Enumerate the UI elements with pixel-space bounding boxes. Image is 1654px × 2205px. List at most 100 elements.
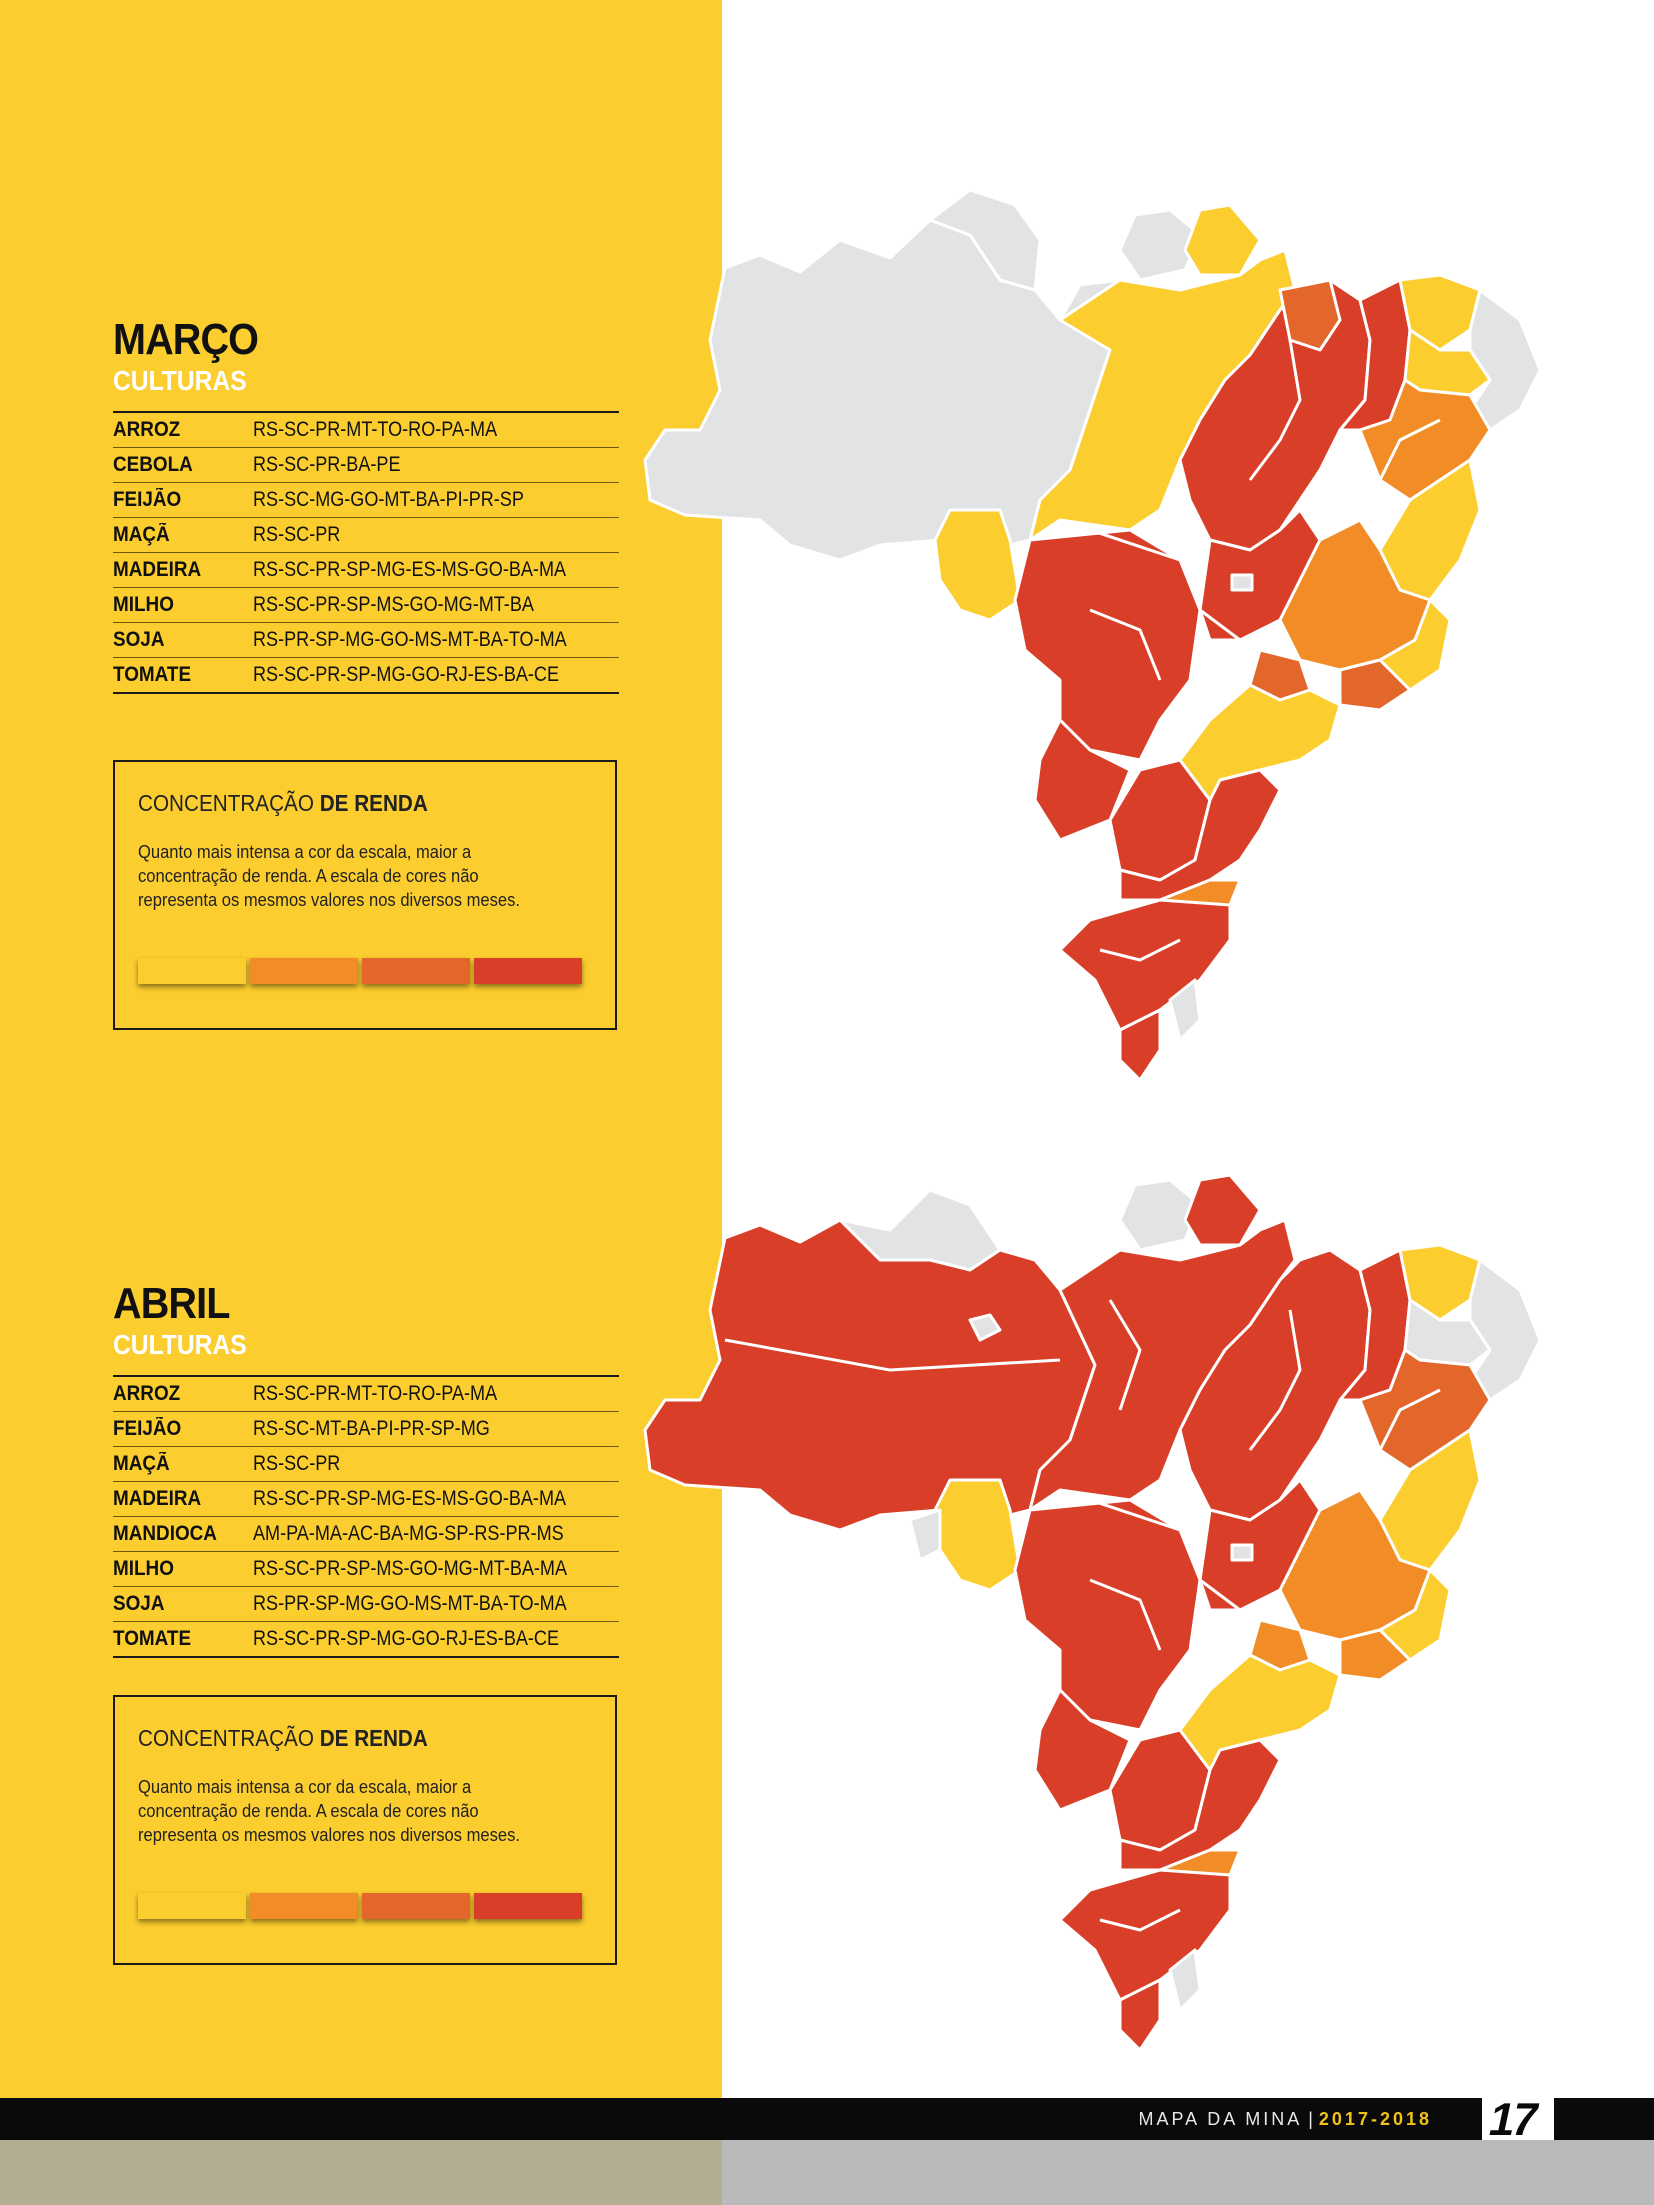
map-region-red <box>643 1218 1097 1532</box>
legend-title-bold: DE RENDA <box>319 1725 428 1751</box>
crop-name: FEIJÃO <box>113 487 182 511</box>
crop-name: TOMATE <box>113 1626 192 1650</box>
crop-name: MILHO <box>113 1556 174 1580</box>
legend-title: CONCENTRAÇÃO DE RENDA <box>138 1725 428 1752</box>
crop-states: RS-SC-PR-SP-MG-GO-RJ-ES-BA-CE <box>253 662 560 686</box>
map-region-red <box>1118 1978 1162 2052</box>
map-region-red <box>1118 1008 1162 1082</box>
publication-name: MAPA DA MINA <box>1138 2109 1303 2129</box>
table-row: MANDIOCA AM-PA-MA-AC-BA-MG-SP-RS-PR-MS <box>113 1517 619 1552</box>
table-row: FEIJÃO RS-SC-MT-BA-PI-PR-SP-MG <box>113 1412 619 1447</box>
month-title-march: MARÇO <box>113 315 259 364</box>
legend-title-light: CONCENTRAÇÃO <box>138 790 320 816</box>
table-row: CEBOLA RS-SC-PR-BA-PE <box>113 448 619 483</box>
crop-states: RS-SC-PR-MT-TO-RO-PA-MA <box>253 417 498 441</box>
crop-name: SOJA <box>113 1591 165 1615</box>
map-region-red <box>1058 1868 1232 2002</box>
crop-states: RS-SC-PR-MT-TO-RO-PA-MA <box>253 1381 498 1405</box>
map-region-red <box>1183 1173 1262 1247</box>
crop-states: RS-SC-PR <box>253 1451 341 1475</box>
bottom-strip-left <box>0 2140 722 2205</box>
map-region-no-data <box>908 1508 942 1562</box>
table-row: FEIJÃO RS-SC-MG-GO-MT-BA-PI-PR-SP <box>113 483 619 518</box>
map-region-orange <box>1278 1488 1432 1642</box>
table-row: ARROZ RS-SC-PR-MT-TO-RO-PA-MA <box>113 1377 619 1412</box>
crop-name: MAÇÃ <box>113 1451 170 1475</box>
crop-states: RS-SC-MT-BA-PI-PR-SP-MG <box>253 1416 490 1440</box>
scale-step-2 <box>250 958 358 984</box>
crop-name: FEIJÃO <box>113 1416 182 1440</box>
map-region-no-data <box>1230 1543 1254 1562</box>
map-region-red <box>1013 528 1202 762</box>
scale-step-3 <box>362 1893 470 1919</box>
scale-step-3 <box>362 958 470 984</box>
map-region-no-data <box>1468 1258 1542 1402</box>
crop-states: RS-SC-PR-SP-MG-GO-RJ-ES-BA-CE <box>253 1626 560 1650</box>
scale-step-1 <box>138 1893 246 1919</box>
crop-states: RS-PR-SP-MG-GO-MS-MT-BA-TO-MA <box>253 1591 567 1615</box>
color-scale <box>138 1893 582 1919</box>
crop-name: MADEIRA <box>113 557 202 581</box>
income-legend-april: CONCENTRAÇÃO DE RENDA Quanto mais intens… <box>113 1695 617 1965</box>
map-region-dark-orange <box>1338 658 1412 712</box>
map-region-red <box>1013 1498 1202 1732</box>
map-region-red <box>1033 1688 1132 1812</box>
table-row: MILHO RS-SC-PR-SP-MS-GO-MG-MT-BA <box>113 588 619 623</box>
income-legend-march: CONCENTRAÇÃO DE RENDA Quanto mais intens… <box>113 760 617 1030</box>
table-row: TOMATE RS-SC-PR-SP-MG-GO-RJ-ES-BA-CE <box>113 658 619 694</box>
table-row: MILHO RS-SC-PR-SP-MS-GO-MG-MT-BA-MA <box>113 1552 619 1587</box>
map-region-orange <box>1338 1628 1412 1682</box>
page-number-box: 17 <box>1482 2093 1554 2145</box>
legend-title: CONCENTRAÇÃO DE RENDA <box>138 790 428 817</box>
crop-states: RS-SC-MG-GO-MT-BA-PI-PR-SP <box>253 487 524 511</box>
map-region-no-data <box>1230 573 1254 592</box>
map-region-orange <box>1278 518 1432 672</box>
crop-states: RS-SC-PR <box>253 522 341 546</box>
table-row: SOJA RS-PR-SP-MG-GO-MS-MT-BA-TO-MA <box>113 1587 619 1622</box>
april-crops-section: ABRIL CULTURAS ARROZ RS-SC-PR-MT-TO-RO-PA… <box>113 1282 619 1658</box>
brazil-map-april <box>643 1173 1542 2052</box>
legend-description: Quanto mais intensa a cor da escala, mai… <box>138 842 520 910</box>
crop-name: ARROZ <box>113 417 181 441</box>
table-row: MAÇÃ RS-SC-PR <box>113 1447 619 1482</box>
footer-divider: | <box>1308 2109 1313 2129</box>
crop-states: RS-SC-PR-SP-MS-GO-MG-MT-BA <box>253 592 534 616</box>
crop-name: MAÇÃ <box>113 522 170 546</box>
crop-name: MANDIOCA <box>113 1521 217 1545</box>
month-title-april: ABRIL <box>113 1279 230 1328</box>
table-row: MADEIRA RS-SC-PR-SP-MG-ES-MS-GO-BA-MA <box>113 553 619 588</box>
crop-name: TOMATE <box>113 662 192 686</box>
table-row: MADEIRA RS-SC-PR-SP-MG-ES-MS-GO-BA-MA <box>113 1482 619 1517</box>
crop-name: SOJA <box>113 627 165 651</box>
map-region-no-data <box>1118 1178 1202 1252</box>
map-region-orange <box>1358 378 1492 502</box>
scale-step-4 <box>474 1893 582 1919</box>
crops-table: ARROZ RS-SC-PR-MT-TO-RO-PA-MA CEBOLA RS-SC… <box>113 410 619 694</box>
crop-states: RS-SC-PR-SP-MS-GO-MG-MT-BA-MA <box>253 1556 568 1580</box>
crop-name: ARROZ <box>113 1381 181 1405</box>
crop-name: MADEIRA <box>113 1486 202 1510</box>
bottom-strip-right <box>722 2140 1654 2205</box>
scale-step-2 <box>250 1893 358 1919</box>
crops-table: ARROZ RS-SC-PR-MT-TO-RO-PA-MA FEIJÃO RS-SC… <box>113 1374 619 1658</box>
map-region-no-data <box>1118 208 1202 282</box>
march-crops-section: MARÇO CULTURAS ARROZ RS-SC-PR-MT-TO-RO-PA… <box>113 318 619 694</box>
map-region-dark-orange <box>1278 278 1342 352</box>
table-row: TOMATE RS-SC-PR-SP-MG-GO-RJ-ES-BA-CE <box>113 1622 619 1658</box>
table-row: SOJA RS-PR-SP-MG-GO-MS-MT-BA-TO-MA <box>113 623 619 658</box>
map-region-no-data <box>1468 288 1542 432</box>
map-region-red <box>1033 718 1132 842</box>
crops-subtitle: CULTURAS <box>113 365 247 396</box>
publication-years: 2017-2018 <box>1318 2109 1432 2129</box>
brazil-map-march <box>643 188 1542 1082</box>
legend-description: Quanto mais intensa a cor da escala, mai… <box>138 1777 520 1845</box>
crop-name: MILHO <box>113 592 174 616</box>
table-row: ARROZ RS-SC-PR-MT-TO-RO-PA-MA <box>113 413 619 448</box>
crop-name: CEBOLA <box>113 452 193 476</box>
map-region-no-data <box>928 188 1042 292</box>
table-row: MAÇÃ RS-SC-PR <box>113 518 619 553</box>
map-region-yellow <box>933 508 1022 622</box>
map-region-dark-orange <box>1358 1348 1492 1472</box>
crop-states: RS-SC-PR-SP-MG-ES-MS-GO-BA-MA <box>253 557 567 581</box>
map-region-no-data <box>1168 1948 1202 2012</box>
